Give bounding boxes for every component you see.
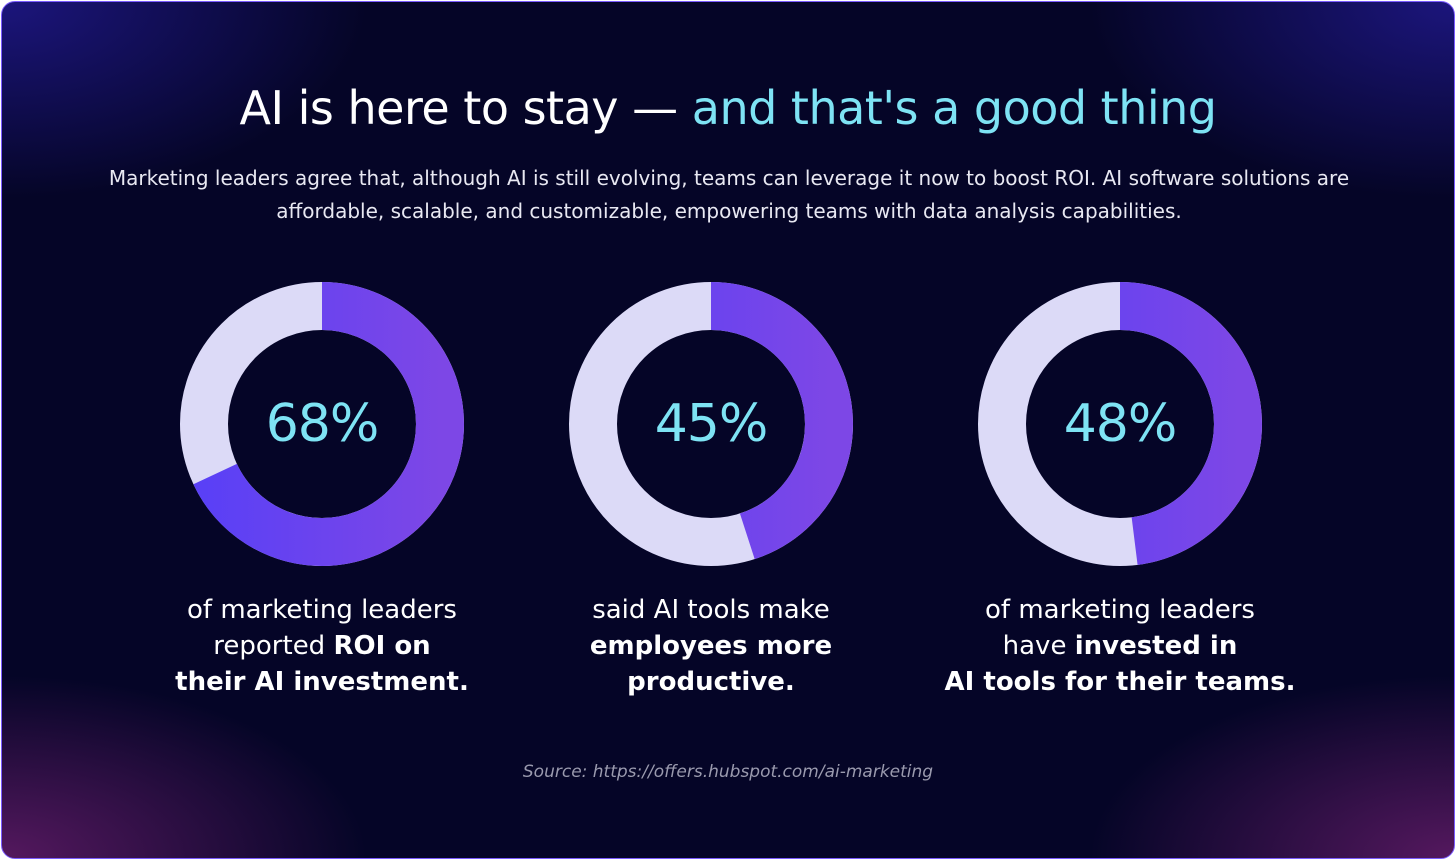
donut-caption-2: said AI tools make employees more producti… <box>521 592 901 700</box>
donut-svg-1 <box>180 282 464 566</box>
caption-text: of marketing leaders <box>985 595 1255 625</box>
caption-line: of marketing leaders <box>132 592 512 628</box>
caption-line: said AI tools make <box>521 592 901 628</box>
caption-line: AI tools for their teams. <box>930 664 1310 700</box>
caption-text: of marketing leaders <box>187 595 457 625</box>
donut-chart-2: 45% <box>569 282 853 566</box>
donut-percentage-label: 45% <box>654 394 769 454</box>
caption-text: have <box>1002 631 1075 661</box>
donut-chart-1: 68% <box>180 282 464 566</box>
caption-emphasis: their AI investment. <box>175 667 469 697</box>
caption-line: reported ROI on <box>132 628 512 664</box>
title-part-white: AI is here to stay — <box>239 81 692 135</box>
caption-line: productive. <box>521 664 901 700</box>
source-citation: Source: https://offers.hubspot.com/ai-ma… <box>522 762 934 782</box>
donut-svg-2 <box>569 282 853 566</box>
title-part-accent: and that's a good thing <box>691 81 1217 135</box>
caption-line: their AI investment. <box>132 664 512 700</box>
caption-emphasis: AI tools for their teams. <box>944 667 1296 697</box>
page-subtitle: Marketing leaders agree that, although A… <box>108 166 1350 223</box>
caption-emphasis: ROI on <box>333 631 431 661</box>
caption-text: said AI tools make <box>592 595 830 625</box>
caption-emphasis: productive. <box>627 667 795 697</box>
donut-value-arc <box>978 282 1262 566</box>
donut-value-arc <box>569 282 853 566</box>
page-title: AI is here to stay — and that's a good t… <box>2 80 1454 136</box>
caption-line: have invested in <box>930 628 1310 664</box>
caption-text: reported <box>213 631 334 661</box>
caption-line: of marketing leaders <box>930 592 1310 628</box>
caption-emphasis: employees more <box>589 631 833 661</box>
caption-emphasis: invested in <box>1074 631 1238 661</box>
donut-percentage-label: 48% <box>1063 394 1178 454</box>
donut-caption-3: of marketing leaders have invested in AI t… <box>930 592 1310 700</box>
donut-value-arc <box>180 282 464 566</box>
donut-chart-3: 48% <box>978 282 1262 566</box>
donut-percentage-label: 68% <box>265 394 380 454</box>
caption-line: employees more <box>521 628 901 664</box>
donut-svg-3 <box>978 282 1262 566</box>
donut-caption-1: of marketing leaders reported ROI on their… <box>132 592 512 700</box>
